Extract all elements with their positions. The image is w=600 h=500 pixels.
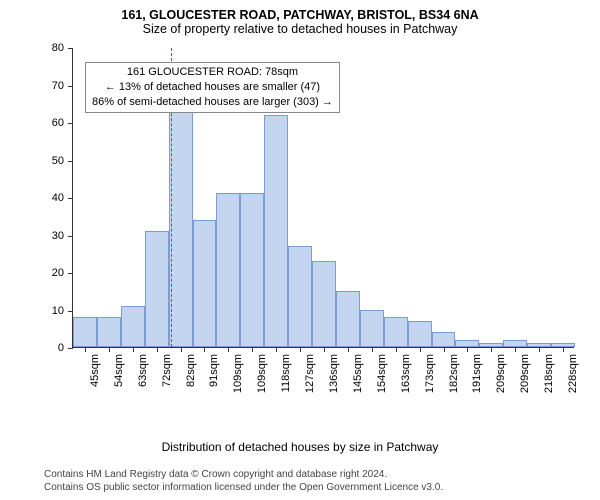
y-tick-label: 40 <box>40 192 64 204</box>
x-tick-label: 154sqm <box>376 354 388 393</box>
y-tick-label: 10 <box>40 305 64 317</box>
y-tick-label: 80 <box>40 42 64 54</box>
page-title-line1: 161, GLOUCESTER ROAD, PATCHWAY, BRISTOL,… <box>0 8 600 22</box>
histogram-bar <box>336 291 360 347</box>
x-tick-label: 228sqm <box>567 354 579 393</box>
histogram-bar <box>121 306 145 347</box>
annotation-box: 161 GLOUCESTER ROAD: 78sqm← 13% of detac… <box>85 62 340 113</box>
x-tick-label: 127sqm <box>304 354 316 393</box>
x-tick-label: 72sqm <box>161 354 173 387</box>
x-tick-label: 109sqm <box>232 354 244 393</box>
x-tick-label: 63sqm <box>137 354 149 387</box>
footnote-line2: Contains OS public sector information li… <box>44 481 443 494</box>
histogram-bar <box>503 340 527 348</box>
x-tick-label: 191sqm <box>471 354 483 393</box>
footnote-line1: Contains HM Land Registry data © Crown c… <box>44 468 443 481</box>
x-tick-label: 136sqm <box>328 354 340 393</box>
plot-area: 0102030405060708045sqm54sqm63sqm72sqm82s… <box>72 48 574 348</box>
histogram-bar <box>264 115 288 348</box>
x-tick-label: 182sqm <box>448 354 460 393</box>
x-tick-label: 209sqm <box>519 354 531 393</box>
x-tick-label: 109sqm <box>256 354 268 393</box>
y-tick-label: 0 <box>40 342 64 354</box>
histogram-bar <box>288 246 312 347</box>
histogram-bar <box>360 310 384 348</box>
histogram-bar <box>216 193 240 347</box>
histogram-bar <box>193 220 217 348</box>
page-title-line2: Size of property relative to detached ho… <box>0 22 600 36</box>
x-tick-label: 82sqm <box>185 354 197 387</box>
x-tick-label: 145sqm <box>352 354 364 393</box>
y-tick-label: 30 <box>40 230 64 242</box>
annotation-line: ← 13% of detached houses are smaller (47… <box>92 80 333 95</box>
y-tick-label: 60 <box>40 117 64 129</box>
histogram-bar <box>169 100 193 348</box>
y-tick-label: 20 <box>40 267 64 279</box>
histogram-bar <box>432 332 456 347</box>
x-tick-label: 54sqm <box>113 354 125 387</box>
histogram-chart: Number of detached properties 0102030405… <box>44 48 574 388</box>
histogram-bar <box>455 340 479 348</box>
x-tick-label: 45sqm <box>89 354 101 387</box>
x-tick-label: 91sqm <box>208 354 220 387</box>
histogram-bar <box>312 261 336 347</box>
histogram-bar <box>97 317 121 347</box>
x-tick-label: 173sqm <box>424 354 436 393</box>
histogram-bar <box>145 231 169 347</box>
histogram-bar <box>384 317 408 347</box>
histogram-bar <box>73 317 97 347</box>
x-tick-label: 163sqm <box>400 354 412 393</box>
x-tick-label: 118sqm <box>280 354 292 392</box>
x-tick-label: 218sqm <box>543 354 555 393</box>
x-tick-label: 209sqm <box>495 354 507 393</box>
y-tick-label: 70 <box>40 80 64 92</box>
footnote: Contains HM Land Registry data © Crown c… <box>44 468 443 494</box>
histogram-bar <box>408 321 432 347</box>
histogram-bar <box>240 193 264 347</box>
annotation-line: 161 GLOUCESTER ROAD: 78sqm <box>92 65 333 80</box>
annotation-line: 86% of semi-detached houses are larger (… <box>92 95 333 110</box>
x-axis-label: Distribution of detached houses by size … <box>0 440 600 454</box>
y-tick-label: 50 <box>40 155 64 167</box>
